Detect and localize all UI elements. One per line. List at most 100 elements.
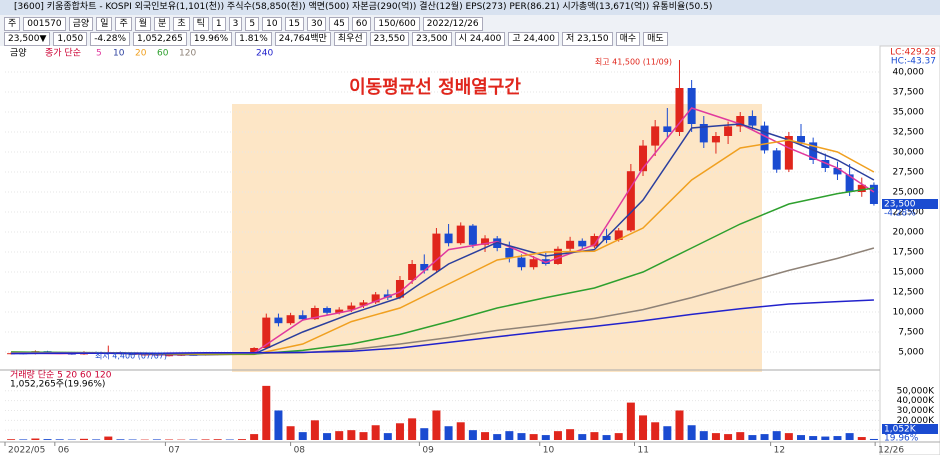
- toolbar-item[interactable]: 23,550: [369, 31, 410, 46]
- toolbar-item[interactable]: 매도: [643, 31, 668, 46]
- x-tick-label: 06: [58, 446, 70, 455]
- candle-body: [165, 355, 174, 357]
- candle-body: [553, 248, 562, 264]
- toolbar-item[interactable]: 주: [115, 16, 132, 31]
- volume-bar: [797, 435, 806, 440]
- toolbar-item[interactable]: 30: [307, 16, 327, 31]
- toolbar-item[interactable]: 2022/12/26: [422, 16, 483, 31]
- price-flag: [882, 199, 938, 209]
- volume-bar: [456, 422, 465, 440]
- toolbar-item[interactable]: 일: [96, 16, 113, 31]
- volume-bar: [92, 439, 101, 440]
- candle-body: [711, 136, 720, 143]
- toolbar-item[interactable]: 주: [4, 16, 21, 31]
- toolbar-item[interactable]: 월: [134, 16, 152, 31]
- toolbar-item[interactable]: 초: [173, 16, 190, 31]
- y-tick-label: 12,500: [893, 288, 925, 298]
- volume-bar: [553, 431, 562, 440]
- toolbar-item[interactable]: 001570: [23, 16, 66, 31]
- legend-entry: 10: [113, 49, 125, 59]
- candle-body: [639, 145, 648, 172]
- volume-bar: [55, 439, 64, 440]
- volume-bar: [724, 434, 733, 440]
- candle-body: [566, 240, 575, 249]
- volume-bar: [395, 423, 404, 440]
- toolbar-item[interactable]: 10: [262, 16, 282, 31]
- volume-ratio: 19.96%: [884, 434, 919, 444]
- toolbar-item[interactable]: 1.81%: [235, 31, 272, 46]
- volume-bar: [335, 431, 344, 440]
- toolbar-item[interactable]: 1,050: [53, 31, 88, 46]
- x-tick-label: 12: [774, 446, 785, 455]
- volume-bar: [444, 426, 453, 440]
- y-tick-label: 30,000: [893, 148, 925, 158]
- volume-bar: [468, 430, 477, 440]
- candle-body: [760, 125, 769, 151]
- candle-body: [748, 116, 757, 126]
- volume-bar: [517, 433, 526, 440]
- candle-body: [869, 184, 878, 204]
- toolbar-item[interactable]: 금양: [68, 16, 94, 31]
- volume-bar: [298, 432, 307, 440]
- y-tick-label: 20,000K: [897, 416, 935, 426]
- toolbar-item[interactable]: 분: [154, 16, 171, 31]
- toolbar-item[interactable]: 150/600: [374, 16, 420, 31]
- volume-bar: [432, 410, 441, 440]
- candle-body: [687, 88, 696, 124]
- toolbar-item[interactable]: -4.28%: [90, 31, 131, 46]
- candle-body: [468, 225, 477, 245]
- hc-label: HC:-43.37: [891, 57, 936, 67]
- volume-bar: [833, 436, 842, 440]
- volume-bar: [274, 410, 283, 440]
- toolbar-item[interactable]: 45: [329, 16, 349, 31]
- volume-bar: [784, 433, 793, 440]
- volume-bar: [493, 434, 502, 440]
- volume-bar: [663, 426, 672, 440]
- y-tick-label: 17,500: [893, 248, 925, 258]
- volume-bar: [347, 430, 356, 440]
- volume-legend: 거래량 단순 5 20 60 120: [10, 369, 112, 381]
- volume-bar: [213, 439, 222, 440]
- volume-bar: [7, 439, 16, 440]
- candle-body: [262, 317, 271, 348]
- toolbar-item[interactable]: 15: [284, 16, 304, 31]
- volume-bar: [626, 402, 635, 440]
- volume-bar: [541, 435, 550, 440]
- toolbar-item[interactable]: 1: [211, 16, 226, 31]
- volume-bar: [19, 439, 28, 440]
- x-tick-label: 11: [638, 446, 649, 455]
- legend-entry: 240: [256, 49, 273, 59]
- candle-body: [310, 308, 319, 320]
- toolbar-item[interactable]: 최우선: [333, 31, 367, 46]
- toolbar-item[interactable]: 매수: [615, 31, 641, 46]
- y-tick-label: 20,000: [893, 228, 925, 238]
- volume-bar: [639, 415, 648, 440]
- toolbar-item[interactable]: 19.96%: [189, 31, 233, 46]
- candle-body: [456, 225, 465, 244]
- candle-body: [651, 126, 660, 146]
- volume-bar: [359, 432, 368, 440]
- toolbar-item[interactable]: 3: [228, 16, 243, 31]
- toolbar-item[interactable]: 고 24,400: [508, 31, 559, 46]
- annotation: 이동평균선 정배열구간: [349, 77, 521, 98]
- candle-body: [626, 171, 635, 231]
- y-tick-label: 22,500: [893, 208, 925, 218]
- toolbar-item[interactable]: 23,500▼: [4, 31, 51, 46]
- toolbar-item[interactable]: 시 24,400: [454, 31, 506, 46]
- toolbar-item[interactable]: 저 23,150: [561, 31, 613, 46]
- candle-body: [784, 136, 793, 170]
- x-tick-label: 2022/05: [8, 446, 45, 455]
- toolbar-item[interactable]: 틱: [192, 16, 209, 31]
- toolbar-item[interactable]: 5: [245, 16, 260, 31]
- toolbar-item[interactable]: 23,500: [412, 31, 452, 46]
- volume-bar: [821, 436, 830, 440]
- volume-last: 1,052K: [884, 425, 917, 435]
- toolbar-item[interactable]: 24,764백만: [274, 31, 331, 46]
- toolbar-item[interactable]: 60: [351, 16, 372, 31]
- toolbar-item[interactable]: 1,052,265: [133, 31, 187, 46]
- volume-bar: [420, 428, 429, 440]
- candle-body: [821, 160, 830, 168]
- candle-body: [505, 248, 514, 258]
